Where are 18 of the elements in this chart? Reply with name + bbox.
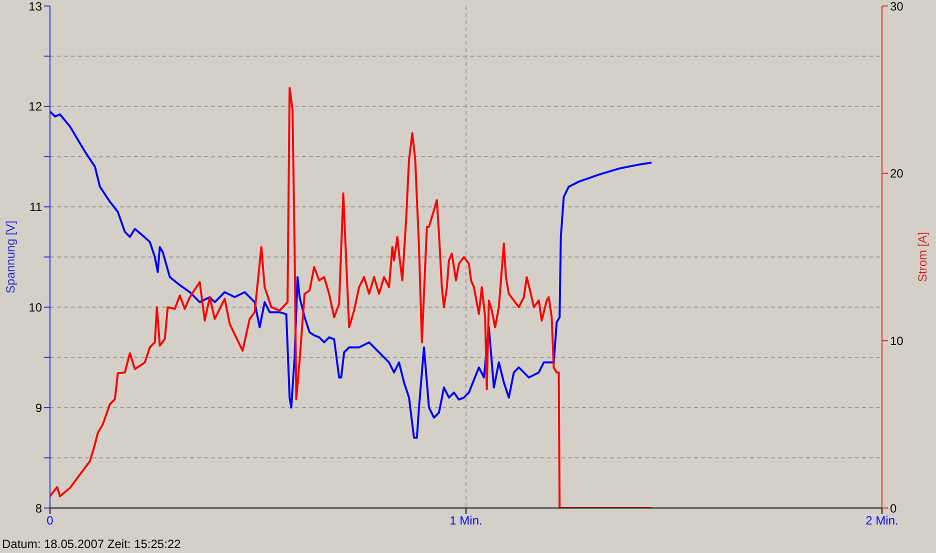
y-tick-label: 9 bbox=[35, 400, 42, 415]
y-tick-label: 11 bbox=[30, 200, 42, 214]
x-tick-label: 1 Min. bbox=[450, 514, 482, 528]
y-tick-label: 12 bbox=[28, 100, 42, 114]
line-series bbox=[50, 86, 653, 508]
y2-axis-title: Strom [A] bbox=[915, 232, 930, 282]
text: Datum: 18.05.2007 Zeit: 15:25:22 bbox=[2, 537, 181, 551]
x-tick-label: 2 Min. bbox=[866, 514, 898, 528]
y2-tick-label: 30 bbox=[890, 0, 904, 14]
y2-tick-label: 20 bbox=[890, 166, 904, 181]
y-axis-title: Spannung [V] bbox=[3, 220, 18, 294]
y-tick-label: 13 bbox=[28, 0, 42, 14]
y2-tick-label: 0 bbox=[890, 501, 897, 516]
x-tick-label: 0 bbox=[46, 514, 54, 528]
y2-tick-label: 10 bbox=[890, 334, 904, 348]
y-tick-label: 10 bbox=[28, 300, 42, 314]
line-series bbox=[50, 110, 653, 439]
y-tick-label: 8 bbox=[35, 501, 42, 516]
